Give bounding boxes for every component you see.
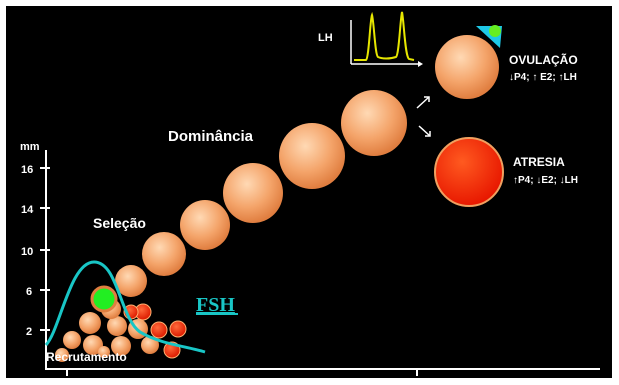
- ovulation-label: OVULAÇÃO: [509, 52, 578, 67]
- selection-label: Seleção: [93, 215, 146, 231]
- dominance-label: Dominância: [168, 128, 254, 145]
- y-tick-label: 2: [26, 326, 32, 338]
- y-tick-label: 10: [21, 246, 33, 258]
- atresia-hormones: ↑P4; ↓E2; ↓LH: [513, 175, 578, 186]
- growing-follicles: [115, 90, 407, 297]
- branch-arrows: [416, 96, 431, 137]
- y-tick-label: 16: [21, 164, 33, 176]
- lh-label: LH: [318, 32, 333, 44]
- x-axis: [46, 368, 600, 376]
- fsh-label: FSH: [196, 294, 235, 316]
- y-axis: mm 16 14 10 6 2: [20, 141, 50, 370]
- lh-curve: [354, 11, 415, 61]
- atretic-follicle: [434, 137, 504, 207]
- fsh-curve: [44, 260, 206, 354]
- axis-unit-label: mm: [20, 141, 40, 153]
- y-tick-label: 14: [21, 204, 34, 216]
- y-ticks: [40, 167, 50, 331]
- recruitment-label: Recrutamento: [46, 350, 127, 364]
- atresia-label: ATRESIA: [513, 155, 565, 169]
- y-tick-label: 6: [26, 286, 32, 298]
- ovulatory-follicle: [435, 35, 499, 99]
- ovulation-hormones: ↓P4; ↑ E2; ↑LH: [509, 72, 577, 83]
- lh-surge-inset: LH: [318, 11, 423, 67]
- selected-follicle: [90, 285, 118, 313]
- oocyte-release-icon: [476, 25, 502, 48]
